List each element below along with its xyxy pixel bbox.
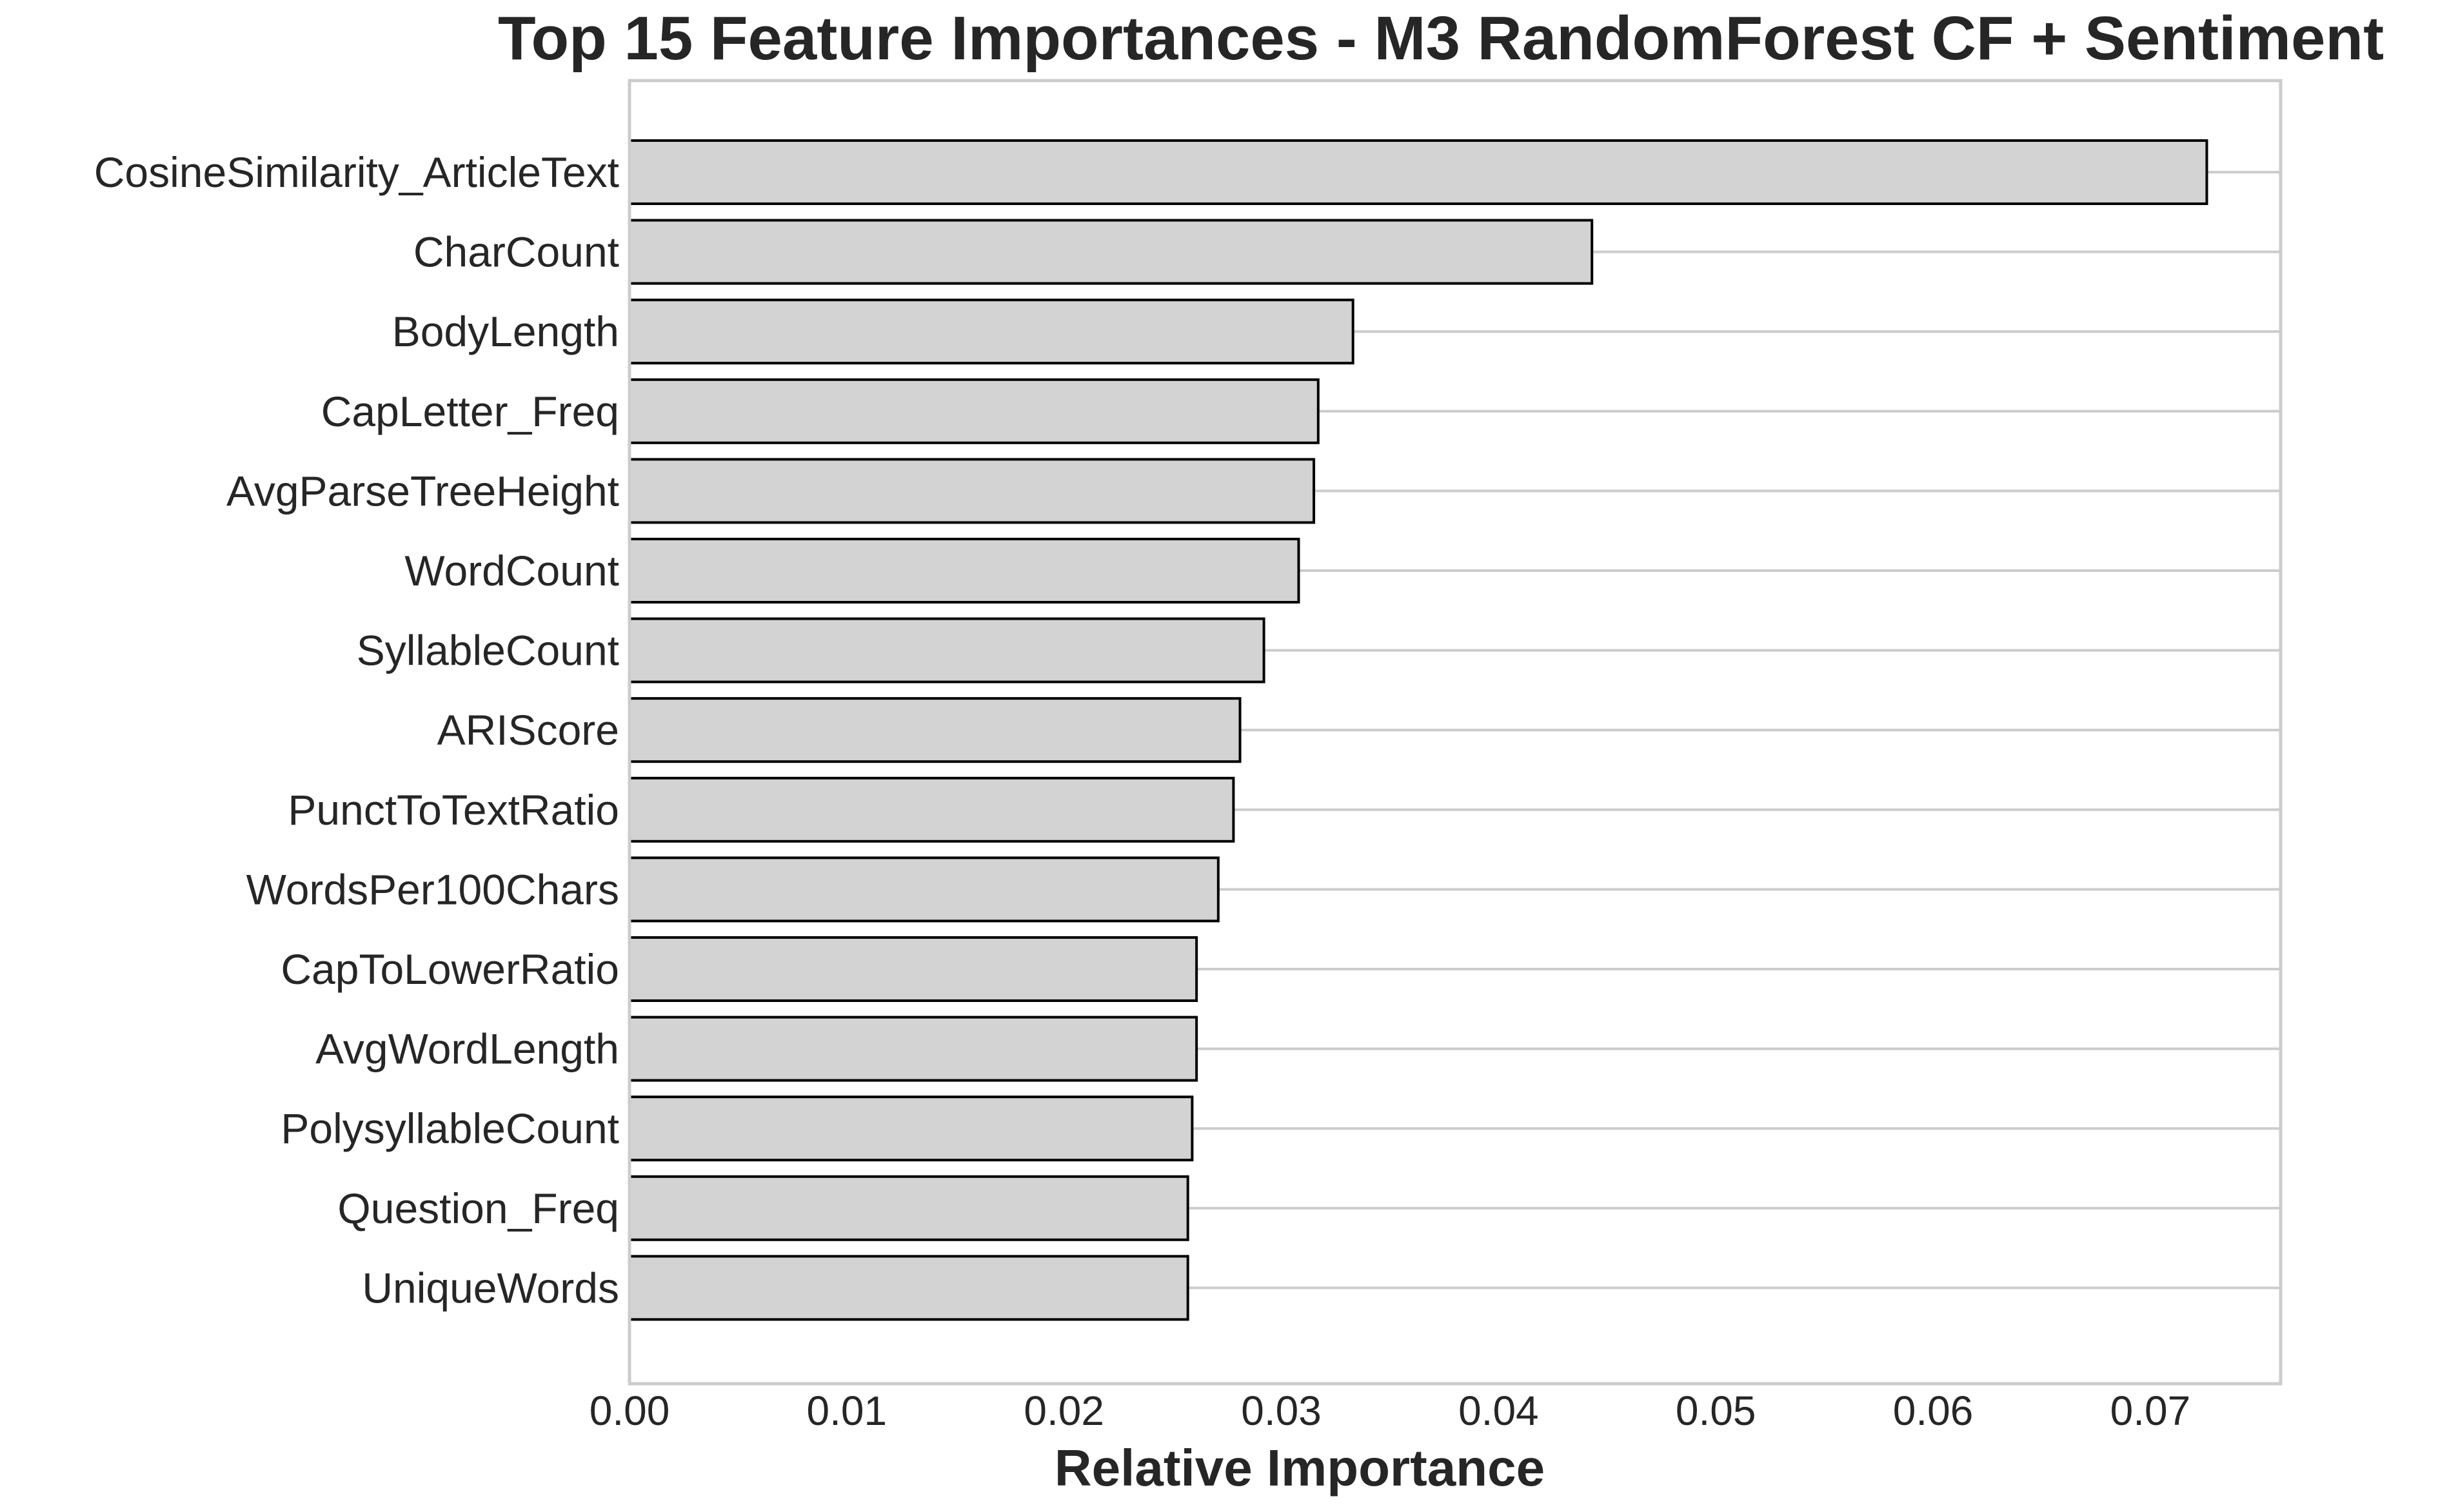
y-tick-label: Question_Freq bbox=[337, 1184, 619, 1232]
y-tick-label: WordsPer100Chars bbox=[246, 865, 619, 913]
y-tick-label: ARIScore bbox=[437, 706, 619, 754]
x-axis-label: Relative Importance bbox=[1055, 1439, 1545, 1497]
bar-UniqueWords bbox=[628, 1255, 1189, 1321]
bar-PunctToTextRatio bbox=[628, 776, 1235, 843]
y-tick-label: WordCount bbox=[404, 547, 619, 594]
y-tick-label: AvgWordLength bbox=[315, 1025, 619, 1073]
bar-PolysyllableCount bbox=[628, 1095, 1194, 1162]
y-tick-label: CapLetter_Freq bbox=[321, 388, 619, 435]
bar-ARIScore bbox=[628, 697, 1242, 763]
y-tick-label: CosineSimilarity_ArticleText bbox=[94, 148, 619, 196]
bars bbox=[628, 139, 2208, 1321]
x-tick-label: 0.00 bbox=[590, 1388, 670, 1434]
y-tick-label: BodyLength bbox=[392, 308, 619, 355]
x-tick-label: 0.07 bbox=[2110, 1388, 2191, 1434]
x-tick-label: 0.01 bbox=[807, 1388, 887, 1434]
y-tick-label: PunctToTextRatio bbox=[288, 786, 619, 834]
bar-CharCount bbox=[628, 219, 1594, 285]
x-tick-label: 0.03 bbox=[1241, 1388, 1322, 1434]
bar-CosineSimilarity_ArticleText bbox=[628, 139, 2208, 205]
plot-frame bbox=[628, 79, 2283, 1386]
bar-WordsPer100Chars bbox=[628, 856, 1220, 923]
bar-CapToLowerRatio bbox=[628, 936, 1198, 1002]
y-tick-label: PolysyllableCount bbox=[281, 1105, 619, 1152]
chart-title: Top 15 Feature Importances - M3 RandomFo… bbox=[498, 4, 2384, 73]
bar-CapLetter_Freq bbox=[628, 378, 1320, 444]
y-tick-label: UniqueWords bbox=[362, 1264, 619, 1311]
x-tick-label: 0.06 bbox=[1893, 1388, 1974, 1434]
y-tick-labels: CosineSimilarity_ArticleText CharCount Bod… bbox=[94, 148, 619, 1311]
x-tick-label: 0.04 bbox=[1458, 1388, 1539, 1434]
bar-SyllableCount bbox=[628, 617, 1265, 683]
bar-Question_Freq bbox=[628, 1175, 1189, 1241]
bar-WordCount bbox=[628, 538, 1300, 604]
x-tick-label: 0.02 bbox=[1024, 1388, 1104, 1434]
x-tick-label: 0.05 bbox=[1676, 1388, 1756, 1434]
bar-AvgWordLength bbox=[628, 1016, 1198, 1082]
x-tick-labels: 0.00 0.01 0.02 0.03 0.04 0.05 0.06 0.07 bbox=[590, 1388, 2190, 1434]
y-tick-label: CapToLowerRatio bbox=[281, 945, 619, 993]
bar-AvgParseTreeHeight bbox=[628, 458, 1316, 524]
y-tick-label: CharCount bbox=[413, 228, 619, 276]
y-tick-label: AvgParseTreeHeight bbox=[226, 467, 619, 515]
bar-BodyLength bbox=[628, 299, 1354, 365]
y-tick-label: SyllableCount bbox=[357, 627, 619, 674]
